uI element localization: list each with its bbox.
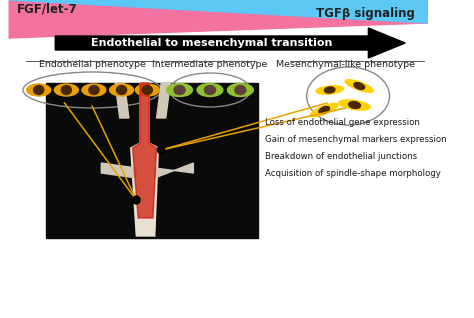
Ellipse shape: [142, 86, 153, 94]
Text: Mesenchymal-like phenotype: Mesenchymal-like phenotype: [276, 60, 415, 69]
Polygon shape: [115, 83, 129, 118]
Ellipse shape: [55, 84, 78, 96]
Ellipse shape: [204, 86, 216, 94]
Polygon shape: [131, 83, 158, 236]
Text: FGF/let-7: FGF/let-7: [17, 3, 77, 16]
Polygon shape: [155, 163, 193, 178]
Polygon shape: [133, 83, 156, 218]
Polygon shape: [101, 163, 137, 178]
Text: Breakdown of endothelial junctions: Breakdown of endothelial junctions: [265, 152, 417, 161]
Ellipse shape: [316, 86, 344, 94]
Circle shape: [157, 146, 165, 154]
Ellipse shape: [228, 84, 253, 96]
Text: Endothelial phenotype: Endothelial phenotype: [39, 60, 146, 69]
Ellipse shape: [117, 86, 127, 94]
Ellipse shape: [339, 100, 370, 110]
Text: Intermediate phenotype: Intermediate phenotype: [152, 60, 268, 69]
Ellipse shape: [319, 107, 329, 114]
Ellipse shape: [310, 103, 338, 117]
Ellipse shape: [345, 80, 373, 92]
Polygon shape: [9, 0, 428, 38]
Bar: [46, 83, 258, 238]
Ellipse shape: [174, 86, 185, 94]
Text: TGFβ signaling: TGFβ signaling: [316, 8, 414, 20]
Polygon shape: [156, 83, 170, 118]
Circle shape: [133, 196, 140, 204]
Ellipse shape: [349, 101, 360, 108]
Ellipse shape: [325, 87, 335, 93]
Text: Acquisition of spindle-shape morphology: Acquisition of spindle-shape morphology: [265, 169, 441, 178]
Ellipse shape: [89, 86, 99, 94]
Polygon shape: [55, 28, 405, 58]
Ellipse shape: [109, 84, 134, 96]
Polygon shape: [9, 0, 428, 23]
Ellipse shape: [235, 86, 246, 94]
Text: Gain of mesenchymal markers expression: Gain of mesenchymal markers expression: [265, 135, 447, 144]
Ellipse shape: [34, 86, 44, 94]
Ellipse shape: [354, 83, 365, 89]
Text: Endothelial to mesenchymal transition: Endothelial to mesenchymal transition: [91, 38, 332, 48]
Ellipse shape: [167, 84, 192, 96]
Ellipse shape: [27, 84, 51, 96]
Text: Loss of endothelial gene expression: Loss of endothelial gene expression: [265, 118, 420, 127]
Ellipse shape: [82, 84, 106, 96]
Ellipse shape: [197, 84, 223, 96]
Ellipse shape: [61, 86, 72, 94]
Ellipse shape: [136, 84, 159, 96]
